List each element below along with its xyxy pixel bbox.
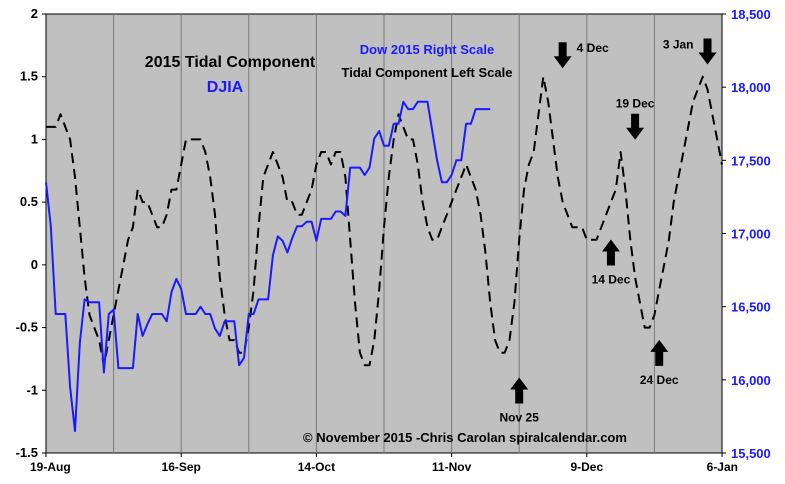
right-tick-label: 16,000 (731, 373, 771, 388)
x-tick-label: 9-Dec (570, 460, 603, 474)
annotation-arrow (626, 113, 645, 140)
chart-title: 2015 Tidal Component (145, 54, 316, 71)
annotation: 4 Dec (553, 41, 609, 69)
x-axis-ticks: 19-Aug 16-Sep 14-Oct 11-Nov 9-Dec 6-Jan (30, 453, 738, 474)
x-tick-label: 14-Oct (298, 460, 335, 474)
dow-series (45, 100, 491, 433)
left-tick-label: -0.5 (16, 320, 38, 335)
left-tick-label: 0 (31, 257, 38, 272)
x-tick-label: 11-Nov (432, 460, 472, 474)
annotation-label: 3 Jan (663, 37, 694, 51)
annotation: 3 Jan (663, 37, 717, 65)
left-tick-label: 1.5 (20, 69, 38, 84)
dow-line (45, 100, 491, 433)
annotation-arrow (698, 38, 717, 65)
legend-dow: Dow 2015 Right Scale (360, 42, 494, 57)
x-tick-label: 19-Aug (30, 460, 71, 474)
annotation-label: 14 Dec (592, 273, 631, 287)
annotation-label: 4 Dec (577, 41, 609, 55)
annotation-arrow (650, 339, 669, 366)
annotation-label: Nov 25 (500, 410, 540, 424)
annotation-arrow (601, 239, 620, 266)
right-tick-label: 17,000 (731, 227, 771, 242)
annotation: 19 Dec (616, 97, 655, 140)
right-tick-label: 18,500 (731, 7, 771, 22)
annotations: 4 Dec 19 Dec 3 Jan Nov 25 14 Dec 24 Dec (500, 37, 717, 424)
x-tick-label: 6-Jan (707, 460, 738, 474)
copyright-text: © November 2015 -Chris Carolan spiralcal… (303, 430, 627, 445)
right-tick-label: 18,000 (731, 80, 771, 95)
right-tick-label: 15,500 (731, 446, 771, 461)
right-tick-label: 16,500 (731, 300, 771, 315)
left-tick-label: 0.5 (20, 194, 38, 209)
right-tick-label: 17,500 (731, 153, 771, 168)
chart-subtitle: DJIA (207, 79, 244, 96)
right-axis-ticks: 15,500 16,000 16,500 17,000 17,500 18,000 18,5… (722, 7, 771, 461)
left-tick-label: 2 (31, 6, 38, 21)
left-tick-label: -1 (26, 382, 38, 397)
tidal-series (46, 75, 723, 367)
left-axis-ticks: -1.5 -1 -0.5 0 0.5 1 1.5 2 (16, 6, 46, 460)
annotation-arrow (510, 377, 529, 404)
annotation-label: 19 Dec (616, 97, 655, 111)
x-tick-label: 16-Sep (162, 460, 201, 474)
annotation-arrow (553, 42, 572, 69)
annotation: Nov 25 (500, 377, 540, 424)
annotation-label: 24 Dec (640, 373, 679, 387)
left-tick-label: 1 (31, 131, 38, 146)
left-tick-label: -1.5 (16, 445, 38, 460)
annotation: 14 Dec (592, 239, 631, 287)
legend-tidal: Tidal Component Left Scale (342, 65, 513, 80)
annotation: 24 Dec (640, 339, 679, 387)
tidal-line (46, 75, 723, 367)
